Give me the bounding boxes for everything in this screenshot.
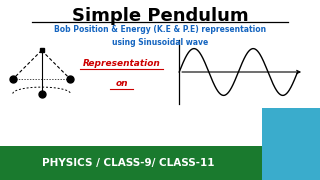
Text: Simple Pendulum: Simple Pendulum [72, 7, 248, 25]
Text: Bob Position & Energy (K.E & P.E) representation: Bob Position & Energy (K.E & P.E) repres… [54, 25, 266, 34]
Text: on: on [115, 79, 128, 88]
Text: using Sinusoidal wave: using Sinusoidal wave [112, 38, 208, 47]
Text: PHYSICS / CLASS-9/ CLASS-11: PHYSICS / CLASS-9/ CLASS-11 [42, 158, 214, 168]
Bar [262, 108, 320, 180]
Bar [0, 146, 320, 180]
Text: Representation: Representation [83, 59, 160, 68]
